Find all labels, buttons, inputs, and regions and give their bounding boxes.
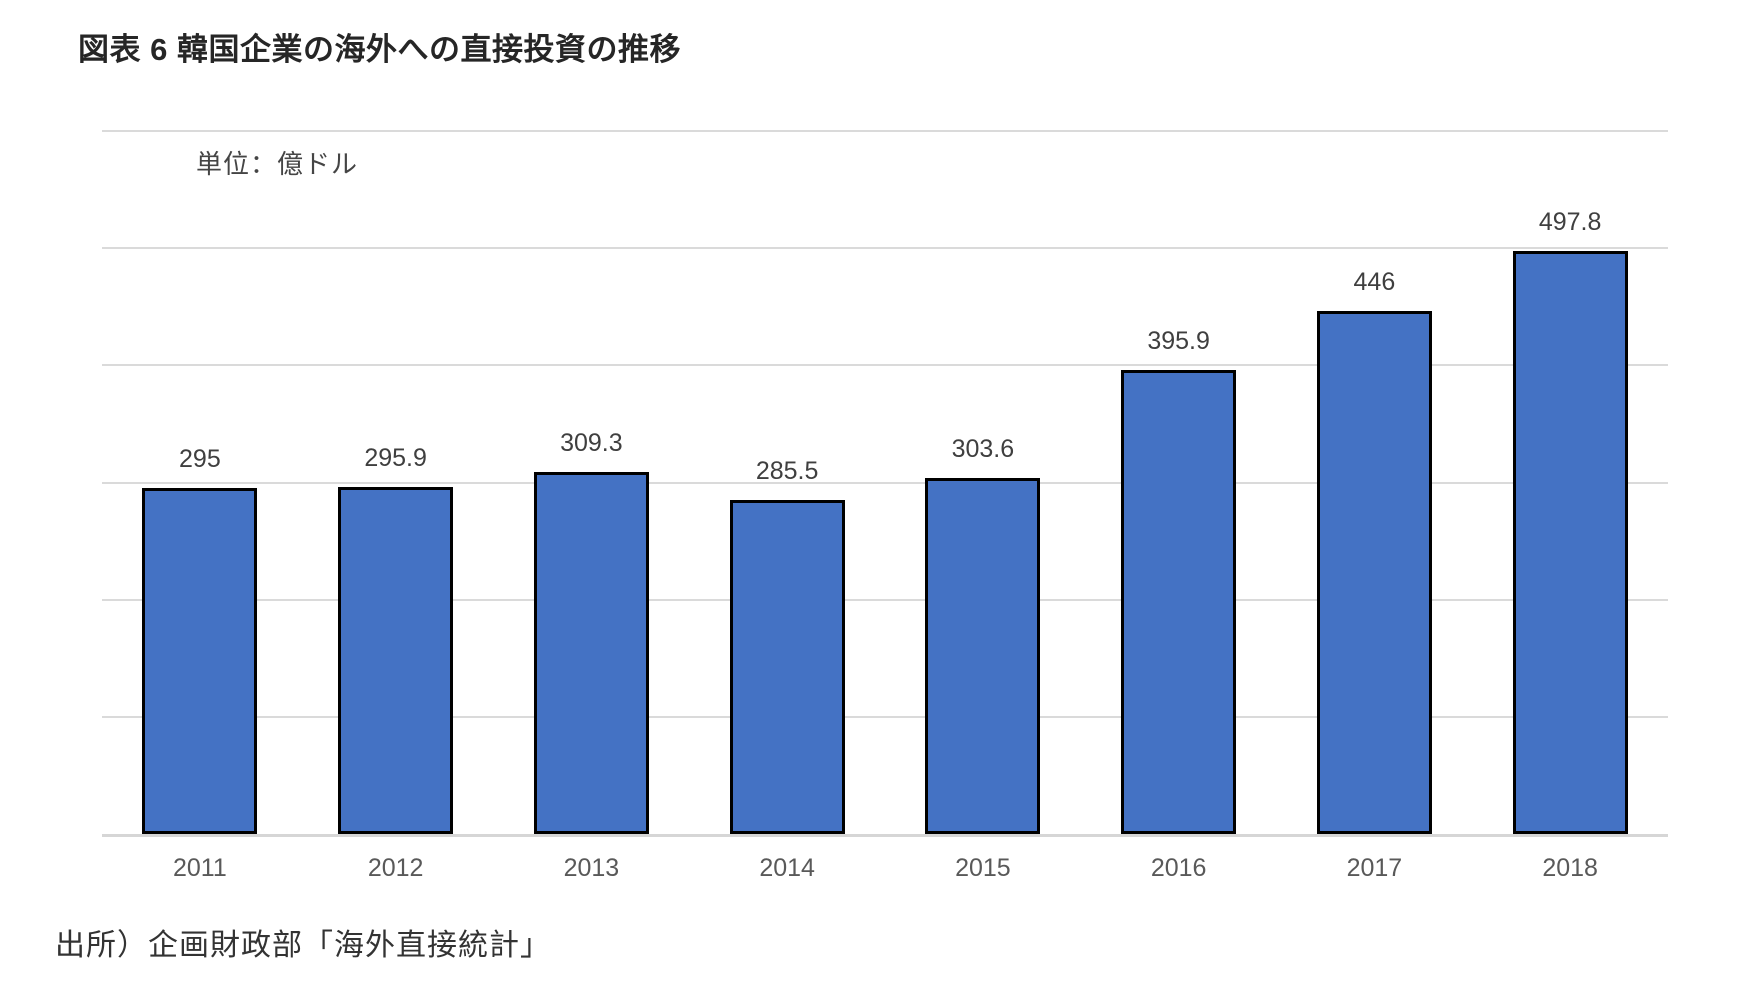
gridline-400 bbox=[102, 364, 1668, 367]
x-tick-2011: 2011 bbox=[172, 854, 227, 882]
value-label-2013: 309.3 bbox=[560, 428, 623, 457]
bar-2018 bbox=[1512, 250, 1628, 834]
x-tick-2014: 2014 bbox=[759, 854, 815, 882]
plot-area: 295 2011 295.9 2012 309.3 2013 285.5 2014 303.6 2… bbox=[102, 130, 1668, 882]
bar-2013 bbox=[533, 471, 649, 834]
x-tick-2015: 2015 bbox=[955, 854, 1011, 882]
bar-2016 bbox=[1121, 370, 1237, 834]
x-tick-2017: 2017 bbox=[1346, 854, 1403, 882]
value-label-2017: 446 bbox=[1353, 268, 1396, 297]
bar-2017 bbox=[1316, 311, 1432, 834]
gridline-200 bbox=[102, 598, 1668, 601]
bar-2015 bbox=[925, 478, 1041, 834]
chart-title: 図表 6 韓国企業の海外への直接投資の推移 bbox=[78, 32, 681, 67]
x-tick-2018: 2018 bbox=[1542, 854, 1598, 882]
value-label-2011: 295 bbox=[179, 445, 221, 474]
unit-label: 単位：億ドル bbox=[196, 149, 359, 179]
gridline-600 bbox=[102, 130, 1668, 132]
value-label-2016: 395.9 bbox=[1147, 327, 1210, 356]
bar-2011 bbox=[142, 488, 258, 834]
value-label-2018: 497.8 bbox=[1538, 207, 1602, 236]
x-tick-2013: 2013 bbox=[563, 854, 620, 882]
bar-2012 bbox=[338, 487, 454, 834]
gridline-300 bbox=[102, 481, 1668, 484]
bar-2014 bbox=[729, 499, 845, 834]
gridline-100 bbox=[102, 715, 1668, 718]
source-note: 出所）企画財政部「海外直接統計」 bbox=[55, 929, 551, 962]
x-tick-2012: 2012 bbox=[367, 854, 424, 882]
value-label-2014: 285.5 bbox=[755, 456, 819, 485]
x-tick-2016: 2016 bbox=[1150, 854, 1207, 882]
gridline-500 bbox=[102, 247, 1668, 250]
value-label-2015: 303.6 bbox=[951, 435, 1015, 464]
value-label-2012: 295.9 bbox=[364, 444, 427, 473]
